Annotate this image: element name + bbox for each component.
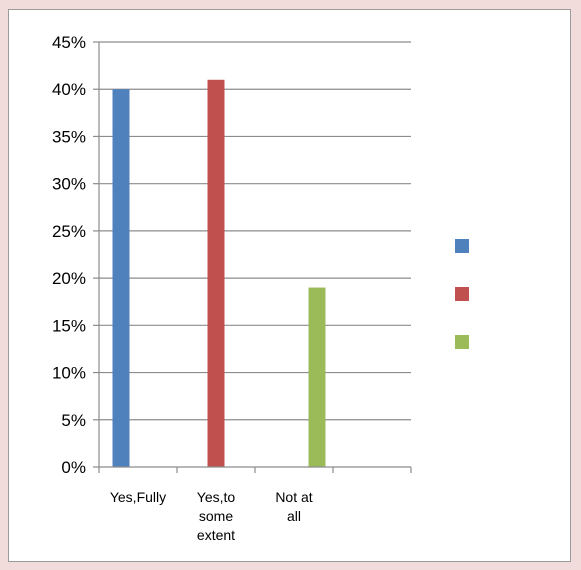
- x-category-label: Not at all: [275, 489, 312, 524]
- bar-3: [308, 287, 326, 467]
- y-tick-label: 10%: [52, 364, 86, 383]
- legend: [455, 239, 469, 349]
- axes: [93, 41, 412, 473]
- bars: [112, 79, 326, 468]
- y-axis-tick-labels: 0% 5% 10% 15% 20% 25% 30% 35% 40% 45%: [52, 33, 86, 477]
- x-category-label: Yes,Fully: [110, 489, 166, 505]
- y-tick-label: 30%: [52, 175, 86, 194]
- x-category-label: Yes,to some extent: [197, 489, 236, 543]
- legend-swatch-2: [455, 287, 469, 301]
- chart-frame: 0% 5% 10% 15% 20% 25% 30% 35% 40% 45% Yes,Fully Ye…: [8, 9, 571, 562]
- y-tick-label: 5%: [61, 411, 86, 430]
- y-tick-label: 25%: [52, 222, 86, 241]
- gridlines: [99, 41, 411, 421]
- legend-swatch-3: [455, 335, 469, 349]
- y-tick-label: 15%: [52, 316, 86, 335]
- y-tick-label: 40%: [52, 80, 86, 99]
- y-tick-label: 0%: [61, 458, 86, 477]
- legend-swatch-1: [455, 239, 469, 253]
- bar-1: [112, 89, 130, 467]
- y-tick-label: 45%: [52, 33, 86, 52]
- y-tick-label: 20%: [52, 269, 86, 288]
- x-axis-category-labels: Yes,Fully Yes,to some extent Not at all: [110, 489, 313, 543]
- bar-chart: 0%5%10%15%20%25%30%35%40%45% Yes,Fully Ye…: [52, 33, 469, 543]
- bar-2: [207, 79, 225, 468]
- y-tick-label: 35%: [52, 127, 86, 146]
